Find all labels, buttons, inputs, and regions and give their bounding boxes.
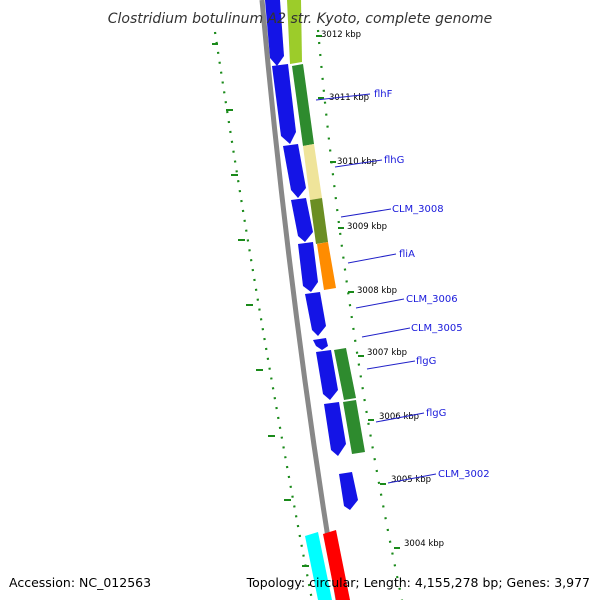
feature-block <box>334 348 356 400</box>
genome-summary: Topology: circular; Length: 4,155,278 bp… <box>246 575 590 590</box>
cds-arrow <box>313 338 328 350</box>
gene-leader-lines <box>315 93 437 484</box>
tick-label: 3004 kbp <box>404 539 444 549</box>
cds-arrow <box>324 402 346 456</box>
gene-label-flgg: flgG <box>426 408 446 419</box>
cds-arrow <box>298 242 318 292</box>
cds-arrow <box>283 144 306 198</box>
tick-labels: 3012 kbp 3011 kbp 3010 kbp 3009 kbp 3008… <box>321 30 444 549</box>
gene-label-flia: fliA <box>399 249 415 260</box>
genome-backbone <box>259 0 341 600</box>
tick-label: 3005 kbp <box>391 475 431 485</box>
gene-label-clm-3002: CLM_3002 <box>438 469 490 480</box>
inner-dotted-ring <box>316 29 404 600</box>
cds-arrow <box>316 350 338 400</box>
feature-block <box>303 144 322 200</box>
feature-block <box>305 532 332 600</box>
outer-major-ticks <box>212 43 309 567</box>
inner-tick-marks <box>316 35 400 549</box>
cds-track <box>265 0 358 510</box>
gene-label-clm-3006: CLM_3006 <box>406 294 458 305</box>
tick-label: 3009 kbp <box>347 222 387 232</box>
tick-label: 3011 kbp <box>329 93 369 103</box>
feature-track <box>287 0 365 600</box>
accession-label: Accession: NC_012563 <box>9 575 151 590</box>
tick-label: 3007 kbp <box>367 348 407 358</box>
map-title: Clostridium botulinum A2 str. Kyoto, com… <box>108 11 493 27</box>
cds-arrow <box>291 198 313 242</box>
tick-label: 3010 kbp <box>337 157 377 167</box>
gene-labels: flhF flhG CLM_3008 fliA CLM_3006 CLM_300… <box>374 89 490 480</box>
tick-label: 3006 kbp <box>379 412 419 422</box>
feature-block <box>292 64 314 146</box>
gene-label-flhg: flhG <box>384 155 404 166</box>
feature-block <box>287 0 302 64</box>
gene-label-clm-3008: CLM_3008 <box>392 204 444 215</box>
feature-block <box>317 242 336 290</box>
tick-label: 3012 kbp <box>321 30 361 40</box>
gene-label-flgg: flgG <box>416 356 436 367</box>
cds-arrow <box>272 64 296 144</box>
cds-arrow <box>305 292 326 336</box>
gene-label-flhf: flhF <box>374 89 393 100</box>
feature-block <box>323 530 350 600</box>
cds-arrow <box>339 472 358 510</box>
cds-arrow <box>265 0 284 66</box>
feature-block <box>343 400 365 454</box>
gene-label-clm-3005: CLM_3005 <box>411 323 463 334</box>
feature-block <box>310 198 328 244</box>
tick-label: 3008 kbp <box>357 286 397 296</box>
